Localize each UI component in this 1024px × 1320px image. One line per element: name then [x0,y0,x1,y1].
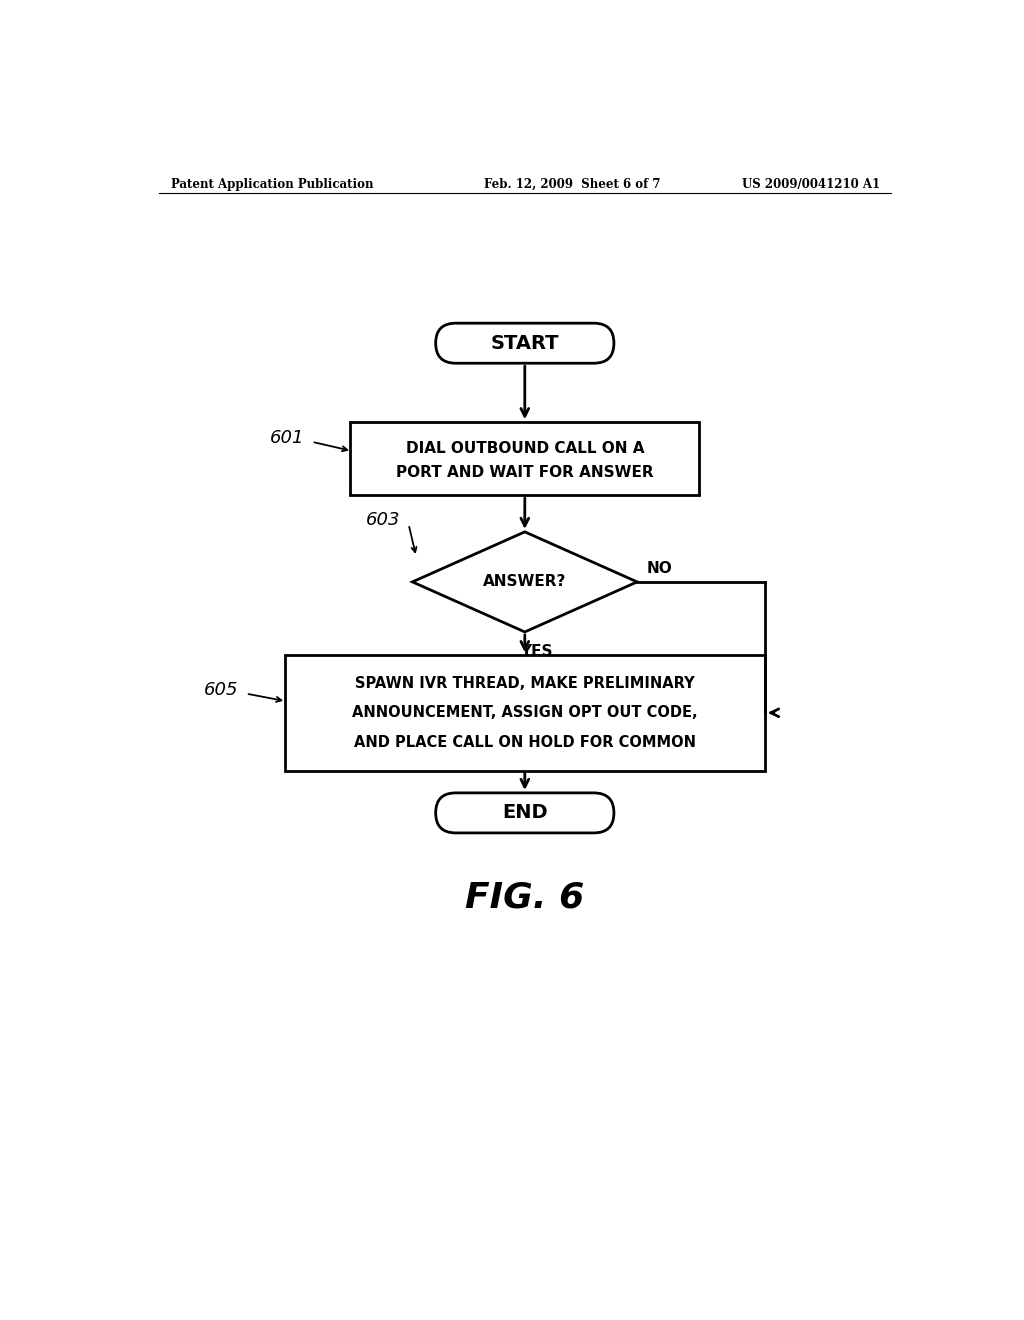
Text: 601: 601 [269,429,304,447]
Text: AND PLACE CALL ON HOLD FOR COMMON: AND PLACE CALL ON HOLD FOR COMMON [354,734,695,750]
Text: NO: NO [646,561,672,576]
Text: START: START [490,334,559,352]
Text: Feb. 12, 2009  Sheet 6 of 7: Feb. 12, 2009 Sheet 6 of 7 [484,178,662,190]
FancyBboxPatch shape [435,323,614,363]
Text: YES: YES [520,644,553,659]
Bar [350,422,699,495]
Text: 603: 603 [367,511,400,529]
Text: ANNOUNCEMENT, ASSIGN OPT OUT CODE,: ANNOUNCEMENT, ASSIGN OPT OUT CODE, [352,705,697,721]
Text: 605: 605 [204,681,238,698]
Text: ANSWER?: ANSWER? [483,574,566,590]
Text: Patent Application Publication: Patent Application Publication [171,178,373,190]
Text: END: END [502,804,548,822]
Text: SPAWN IVR THREAD, MAKE PRELIMINARY: SPAWN IVR THREAD, MAKE PRELIMINARY [355,676,694,692]
Bar [285,655,765,771]
Text: PORT AND WAIT FOR ANSWER: PORT AND WAIT FOR ANSWER [396,465,653,480]
Polygon shape [413,532,637,632]
Text: FIG. 6: FIG. 6 [465,880,585,915]
Text: DIAL OUTBOUND CALL ON A: DIAL OUTBOUND CALL ON A [406,441,644,457]
Text: US 2009/0041210 A1: US 2009/0041210 A1 [741,178,880,190]
FancyBboxPatch shape [435,793,614,833]
